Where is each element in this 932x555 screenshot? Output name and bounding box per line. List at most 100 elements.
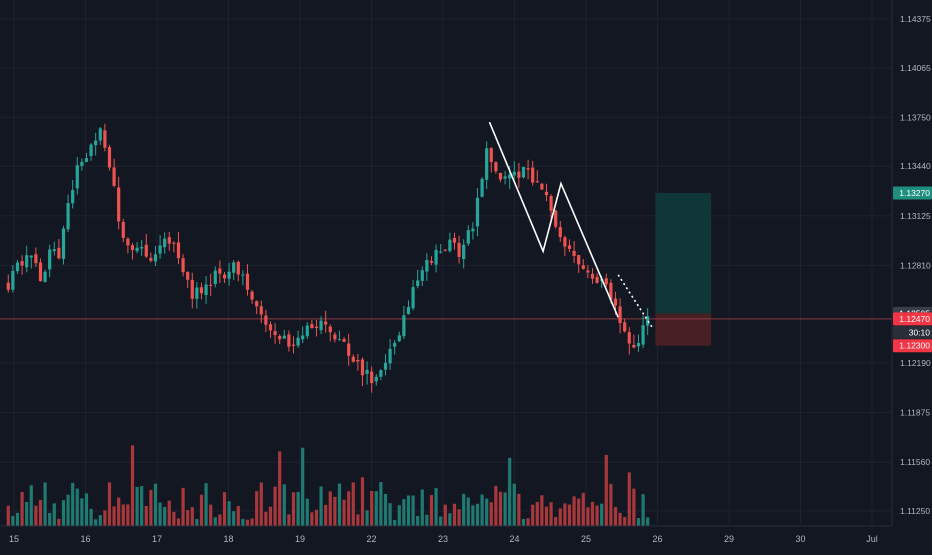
candle-body: [471, 228, 475, 232]
candle-body: [278, 335, 282, 340]
candle-body: [213, 270, 217, 284]
candle-body: [15, 262, 20, 272]
price-axis-panel[interactable]: [892, 0, 932, 550]
candle-body: [227, 271, 231, 279]
volume-bar: [360, 477, 365, 526]
volume-bar: [52, 503, 56, 526]
volume-bar: [457, 509, 461, 526]
candle-body: [94, 140, 98, 146]
volume-bar: [121, 504, 125, 526]
volume-bar: [181, 487, 185, 526]
candle-body: [429, 261, 434, 263]
candle-body: [531, 167, 535, 183]
volume-bar: [98, 515, 102, 526]
x-tick-label: 18: [223, 534, 233, 544]
volume-bar: [232, 511, 236, 526]
x-tick-label: 25: [581, 534, 591, 544]
volume-bar: [319, 486, 323, 526]
volume-bar: [25, 502, 29, 526]
candle-body: [425, 259, 429, 272]
candle-body: [517, 171, 521, 178]
volume-bar: [135, 486, 139, 526]
y-tick-label: 1.11560: [900, 457, 930, 467]
candle-body: [420, 270, 424, 281]
volume-bar: [103, 510, 107, 526]
volume-bar: [351, 482, 355, 526]
volume-bar: [646, 517, 650, 526]
candle-body: [117, 187, 121, 222]
volume-bar: [531, 504, 535, 526]
candle-body: [232, 262, 236, 273]
x-tick-label: 30: [795, 534, 805, 544]
candle-body: [57, 247, 61, 259]
grid-layer: [0, 0, 892, 526]
volume-bar: [425, 514, 429, 526]
candle-body: [199, 287, 204, 294]
volume-bar: [158, 502, 162, 526]
candle-body: [167, 237, 171, 244]
volume-bar: [402, 499, 406, 526]
candle-body: [282, 335, 286, 339]
volume-bar: [75, 488, 79, 526]
pattern-layer: [488, 121, 653, 328]
volume-bar: [15, 512, 20, 526]
candle-body: [176, 242, 181, 259]
candle-body: [89, 144, 93, 157]
volume-bar: [94, 519, 98, 526]
volume-bar: [623, 517, 627, 526]
candle-body: [80, 161, 84, 166]
candle-body: [135, 247, 139, 252]
volume-bar: [333, 496, 337, 526]
volume-bar: [595, 505, 599, 526]
candle-body: [61, 228, 66, 259]
volume-bar: [466, 497, 470, 526]
candle-body: [319, 320, 323, 331]
x-tick-label: 26: [652, 534, 662, 544]
x-tick-label: 22: [366, 534, 376, 544]
price-badge-label: 1.12470: [899, 314, 930, 324]
x-tick-label: 16: [80, 534, 90, 544]
volume-bar: [462, 493, 466, 526]
candle-body: [163, 238, 167, 248]
volume-bar: [503, 492, 507, 526]
candle-body: [577, 255, 581, 265]
volume-bar: [517, 493, 521, 526]
candle-body: [314, 326, 319, 328]
candle-body: [356, 360, 360, 362]
y-tick-label: 1.11875: [900, 408, 930, 418]
stop-zone: [655, 313, 712, 346]
candle-body: [130, 245, 135, 250]
volume-bar: [604, 454, 608, 526]
volume-bar: [273, 486, 277, 526]
volume-bar: [48, 512, 52, 526]
candle-body: [521, 166, 526, 178]
candle-body: [11, 270, 15, 290]
volume-bar: [163, 506, 167, 526]
candle-body: [475, 197, 480, 227]
candle-body: [121, 221, 125, 238]
candle-body: [480, 178, 484, 197]
time-axis-panel[interactable]: [0, 526, 932, 550]
volume-bar: [420, 489, 424, 526]
candle-body: [379, 370, 383, 377]
candle-body: [393, 342, 397, 347]
volume-bar: [337, 483, 342, 526]
volume-bar: [374, 491, 378, 526]
candle-layer: [6, 123, 650, 393]
volume-bar: [117, 497, 121, 526]
candle-body: [448, 239, 452, 252]
candle-body: [351, 356, 355, 362]
volume-bar: [176, 518, 181, 526]
candle-body: [383, 362, 388, 370]
volume-bar: [586, 507, 590, 526]
volume-bar: [480, 494, 484, 526]
candle-body: [291, 344, 296, 346]
candle-body: [236, 261, 240, 275]
candle-body: [641, 325, 645, 345]
candle-body: [144, 244, 148, 257]
candle-body: [374, 376, 378, 382]
candle-body: [48, 249, 52, 270]
volume-bar: [282, 484, 286, 526]
volume-bar: [236, 505, 240, 526]
